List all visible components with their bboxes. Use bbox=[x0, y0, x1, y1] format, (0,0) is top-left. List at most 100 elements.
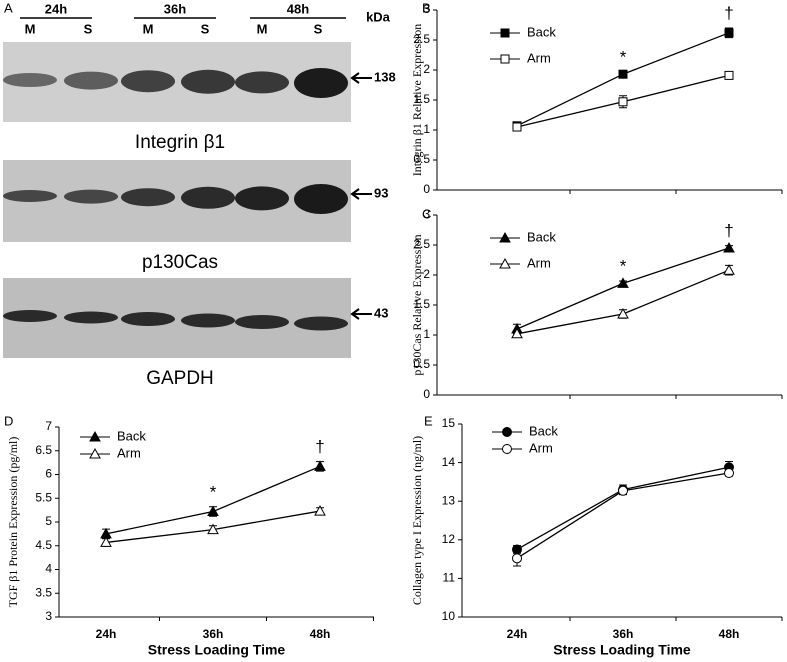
legend-label: Arm bbox=[117, 445, 141, 460]
significance-mark: † bbox=[724, 3, 733, 22]
time-label: 48h bbox=[287, 1, 309, 16]
marker bbox=[724, 70, 734, 80]
legend-label: Back bbox=[527, 229, 556, 244]
blot-band bbox=[294, 184, 348, 214]
y-tick-label: 10 bbox=[442, 609, 456, 623]
marker bbox=[207, 523, 219, 535]
y-tick-label: 5 bbox=[45, 514, 52, 528]
significance-mark: * bbox=[620, 47, 627, 66]
marker bbox=[618, 97, 628, 107]
y-tick-label: 5.5 bbox=[35, 490, 52, 504]
y-tick-label: 3 bbox=[423, 207, 430, 221]
blot-image bbox=[3, 42, 351, 122]
size-arrow bbox=[350, 188, 372, 200]
size-label: 138 bbox=[374, 69, 396, 84]
y-axis-label: Integrin β1 Relative Expression bbox=[410, 24, 424, 176]
x-axis-label: Stress Loading Time bbox=[553, 642, 691, 658]
size-label: 43 bbox=[374, 305, 388, 320]
blot-band bbox=[121, 188, 175, 207]
blot-band bbox=[181, 313, 235, 328]
y-axis-label: TGF β1 Protein Expression (pg/ml) bbox=[6, 437, 20, 608]
y-tick-label: 3.5 bbox=[35, 585, 52, 599]
panel-letter: E bbox=[424, 413, 433, 428]
x-tick-label: 24h bbox=[507, 627, 528, 641]
size-arrow bbox=[350, 72, 372, 84]
blot-label: GAPDH bbox=[146, 368, 214, 389]
panel-letter: B bbox=[422, 0, 431, 15]
significance-mark: * bbox=[210, 482, 217, 501]
y-tick-label: 12 bbox=[442, 532, 456, 546]
y-tick-label: 13 bbox=[442, 493, 456, 507]
blot-band bbox=[121, 312, 175, 326]
size-arrow bbox=[350, 308, 372, 320]
y-tick-label: 15 bbox=[442, 416, 456, 430]
y-axis-label: Collagen type I Expression (ng/ml) bbox=[410, 436, 424, 605]
y-tick-label: 2.5 bbox=[413, 237, 430, 251]
y-tick-label: 4.5 bbox=[35, 538, 52, 552]
y-tick-label: 0.5 bbox=[413, 357, 430, 371]
legend-label: Arm bbox=[527, 255, 551, 270]
marker bbox=[511, 327, 523, 339]
blot-band bbox=[121, 70, 175, 93]
y-tick-label: 3 bbox=[423, 2, 430, 16]
y-axis-label: p130Cas Relative Expression bbox=[410, 234, 424, 375]
significance-mark: † bbox=[315, 437, 324, 456]
marker bbox=[617, 277, 629, 288]
legend-label: Back bbox=[117, 428, 146, 443]
y-tick-label: 2.5 bbox=[413, 32, 430, 46]
blot-band bbox=[235, 315, 289, 329]
x-tick-label: 36h bbox=[203, 627, 224, 641]
blot-band bbox=[235, 186, 289, 211]
marker bbox=[502, 427, 512, 437]
panel-letter: A bbox=[4, 0, 13, 15]
legend-label: Back bbox=[529, 423, 558, 438]
blot-band bbox=[3, 73, 57, 87]
blot-band bbox=[294, 316, 348, 331]
y-tick-label: 0 bbox=[423, 182, 430, 196]
marker bbox=[618, 69, 628, 79]
marker bbox=[314, 460, 326, 471]
panel-letter: C bbox=[422, 206, 431, 221]
y-tick-label: 1 bbox=[423, 327, 430, 341]
y-tick-label: 14 bbox=[442, 455, 456, 469]
blot-band bbox=[64, 71, 118, 90]
blot-label: Integrin β1 bbox=[135, 132, 225, 153]
y-tick-label: 11 bbox=[443, 571, 456, 585]
unit-label: kDa bbox=[366, 9, 391, 24]
marker bbox=[512, 553, 522, 564]
marker bbox=[89, 447, 101, 459]
legend-label: Arm bbox=[527, 50, 551, 65]
marker bbox=[724, 28, 734, 38]
y-tick-label: 1.5 bbox=[413, 92, 430, 106]
marker bbox=[314, 505, 326, 516]
x-axis-label: Stress Loading Time bbox=[148, 642, 286, 658]
marker bbox=[723, 264, 735, 275]
lane-label: S bbox=[201, 21, 210, 36]
significance-mark: † bbox=[724, 221, 733, 240]
x-tick-label: 36h bbox=[613, 627, 634, 641]
size-label: 93 bbox=[374, 185, 388, 200]
panel-letter: D bbox=[4, 413, 13, 428]
marker bbox=[617, 307, 629, 319]
y-tick-label: 2 bbox=[423, 267, 430, 281]
blot-image bbox=[3, 278, 351, 358]
marker bbox=[723, 241, 735, 253]
marker bbox=[500, 54, 510, 64]
marker bbox=[512, 122, 522, 132]
x-tick-label: 48h bbox=[310, 627, 331, 641]
y-tick-label: 4 bbox=[45, 562, 52, 576]
blot-band bbox=[181, 186, 235, 209]
legend-label: Back bbox=[527, 24, 556, 39]
legend-label: Arm bbox=[529, 440, 553, 455]
blot-band bbox=[181, 69, 235, 94]
marker bbox=[499, 231, 511, 243]
lane-label: M bbox=[143, 21, 154, 36]
y-tick-label: 6.5 bbox=[35, 443, 52, 457]
blot-band bbox=[3, 310, 57, 322]
lane-label: S bbox=[84, 21, 93, 36]
y-tick-label: 0 bbox=[423, 387, 430, 401]
marker bbox=[89, 430, 101, 442]
blot-label: p130Cas bbox=[142, 252, 218, 273]
y-tick-label: 6 bbox=[45, 467, 52, 481]
